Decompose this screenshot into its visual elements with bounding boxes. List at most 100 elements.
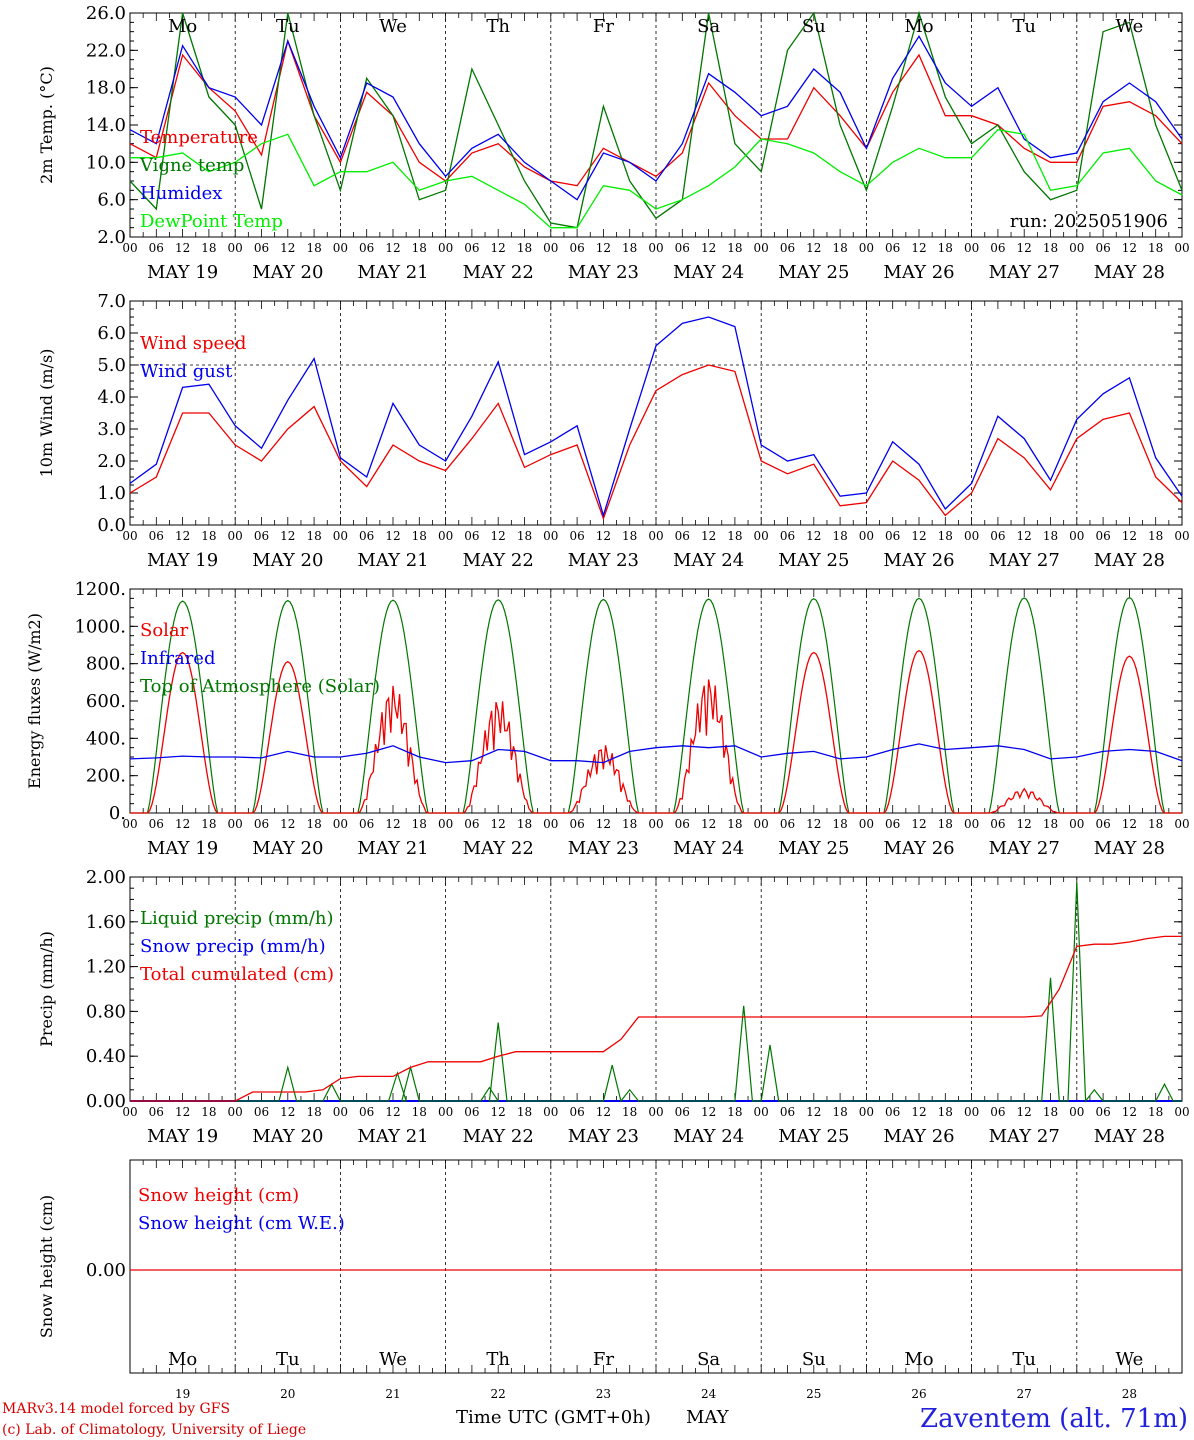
lab-credit: (c) Lab. of Climatology, University of L…: [2, 1422, 306, 1438]
panel-frame: [129, 588, 1183, 814]
weekday-label: Sa: [697, 1349, 720, 1370]
date-label: MAY 24: [673, 1126, 744, 1147]
x-tick-label: 00: [333, 817, 348, 831]
x-tick-label: 00: [648, 817, 663, 831]
x-tick-label: 06: [1095, 241, 1110, 255]
x-tick-label: 06: [254, 817, 269, 831]
day-number-label: 24: [701, 1387, 717, 1401]
date-label: MAY 19: [147, 838, 218, 859]
y-tick-label: 0.: [109, 803, 126, 824]
x-tick-label: 00: [228, 529, 243, 543]
x-tick-label: 12: [175, 1105, 190, 1119]
y-tick-label: 6.0: [97, 323, 126, 344]
x-tick-label: 06: [359, 529, 374, 543]
x-tick-label: 06: [885, 817, 900, 831]
x-tick-label: 06: [464, 241, 479, 255]
x-tick-label: 06: [780, 241, 795, 255]
x-tick-label: 00: [543, 241, 558, 255]
x-tick-label: 06: [464, 817, 479, 831]
series-line-infrared: [129, 743, 1183, 764]
x-tick-label: 12: [175, 241, 190, 255]
date-label: MAY 25: [778, 550, 849, 571]
x-tick-label: 00: [122, 529, 137, 543]
date-label: MAY 23: [568, 550, 639, 571]
x-tick-label: 06: [464, 1105, 479, 1119]
x-tick-label: 06: [1095, 529, 1110, 543]
day-number-label: 20: [280, 1387, 295, 1401]
legend-entry: Solar: [140, 620, 189, 641]
x-tick-label: 12: [806, 817, 821, 831]
y-axis-title: 2m Temp. (°C): [37, 66, 56, 184]
x-tick-label: 18: [938, 817, 953, 831]
weekday-label: Fr: [593, 16, 614, 37]
x-tick-label: 18: [412, 241, 427, 255]
run-annotation: run: 2025051906: [1010, 211, 1168, 232]
x-tick-label: 18: [1043, 241, 1058, 255]
legend-entry: Humidex: [140, 183, 222, 204]
x-tick-label: 12: [385, 529, 400, 543]
day-number-label: 21: [385, 1387, 400, 1401]
panel-3: 0. 200. 400. 600. 800. 1000. 1200. Energy fluxe…: [25, 579, 1190, 859]
y-tick-label: 0.80: [86, 1001, 126, 1022]
day-number-label: 23: [596, 1387, 611, 1401]
day-number-label: 27: [1017, 1387, 1032, 1401]
x-tick-label: 12: [701, 817, 716, 831]
x-tick-label: 06: [569, 1105, 584, 1119]
x-tick-label: 12: [491, 241, 506, 255]
weekday-label: Tu: [276, 16, 300, 37]
x-tick-label: 06: [254, 1105, 269, 1119]
x-axis-month: MAY: [686, 1407, 730, 1428]
x-tick-label: 12: [491, 1105, 506, 1119]
y-tick-label: 10.0: [86, 152, 126, 173]
x-tick-label: 18: [832, 241, 847, 255]
x-tick-label: 18: [622, 1105, 637, 1119]
x-tick-label: 06: [990, 817, 1005, 831]
series-line-wind-speed: [129, 364, 1183, 521]
model-credit: MARv3.14 model forced by GFS: [2, 1401, 230, 1417]
x-tick-label: 06: [254, 529, 269, 543]
x-tick-label: 12: [175, 529, 190, 543]
x-tick-label: 18: [412, 1105, 427, 1119]
weekday-label: Su: [802, 1349, 826, 1370]
x-tick-label: 12: [385, 817, 400, 831]
x-tick-label: 00: [1174, 817, 1189, 831]
x-tick-label: 00: [859, 817, 874, 831]
x-tick-label: 18: [306, 241, 321, 255]
x-tick-label: 18: [412, 817, 427, 831]
x-tick-label: 06: [675, 241, 690, 255]
x-tick-label: 06: [149, 241, 164, 255]
x-tick-label: 12: [596, 241, 611, 255]
x-tick-label: 12: [1122, 529, 1137, 543]
weekday-label: We: [1116, 16, 1144, 37]
x-tick-label: 18: [938, 241, 953, 255]
y-tick-label: 600.: [86, 691, 126, 712]
x-tick-label: 12: [280, 241, 295, 255]
date-label: MAY 21: [357, 262, 428, 283]
x-tick-label: 18: [201, 241, 216, 255]
weekday-label: Tu: [1012, 16, 1036, 37]
x-tick-label: 00: [543, 817, 558, 831]
x-tick-label: 12: [1122, 1105, 1137, 1119]
x-tick-label: 00: [648, 1105, 663, 1119]
y-tick-label: 6.0: [97, 190, 126, 211]
x-tick-label: 00: [228, 1105, 243, 1119]
y-tick-label: 22.0: [86, 40, 126, 61]
date-label: MAY 19: [147, 1126, 218, 1147]
x-tick-label: 18: [201, 817, 216, 831]
x-tick-label: 00: [964, 529, 979, 543]
x-tick-label: 12: [1122, 241, 1137, 255]
date-label: MAY 20: [252, 1126, 323, 1147]
date-label: MAY 26: [883, 550, 954, 571]
x-tick-label: 18: [517, 1105, 532, 1119]
x-tick-label: 00: [754, 241, 769, 255]
x-tick-label: 18: [412, 529, 427, 543]
date-label: MAY 26: [883, 262, 954, 283]
x-tick-label: 18: [727, 1105, 742, 1119]
series-line-wind-gust: [129, 316, 1183, 518]
x-tick-label: 00: [754, 817, 769, 831]
weekday-label: Tu: [276, 1349, 300, 1370]
date-label: MAY 23: [568, 262, 639, 283]
y-tick-label: 5.0: [97, 355, 126, 376]
y-axis-title: Precip (mm/h): [37, 931, 56, 1047]
